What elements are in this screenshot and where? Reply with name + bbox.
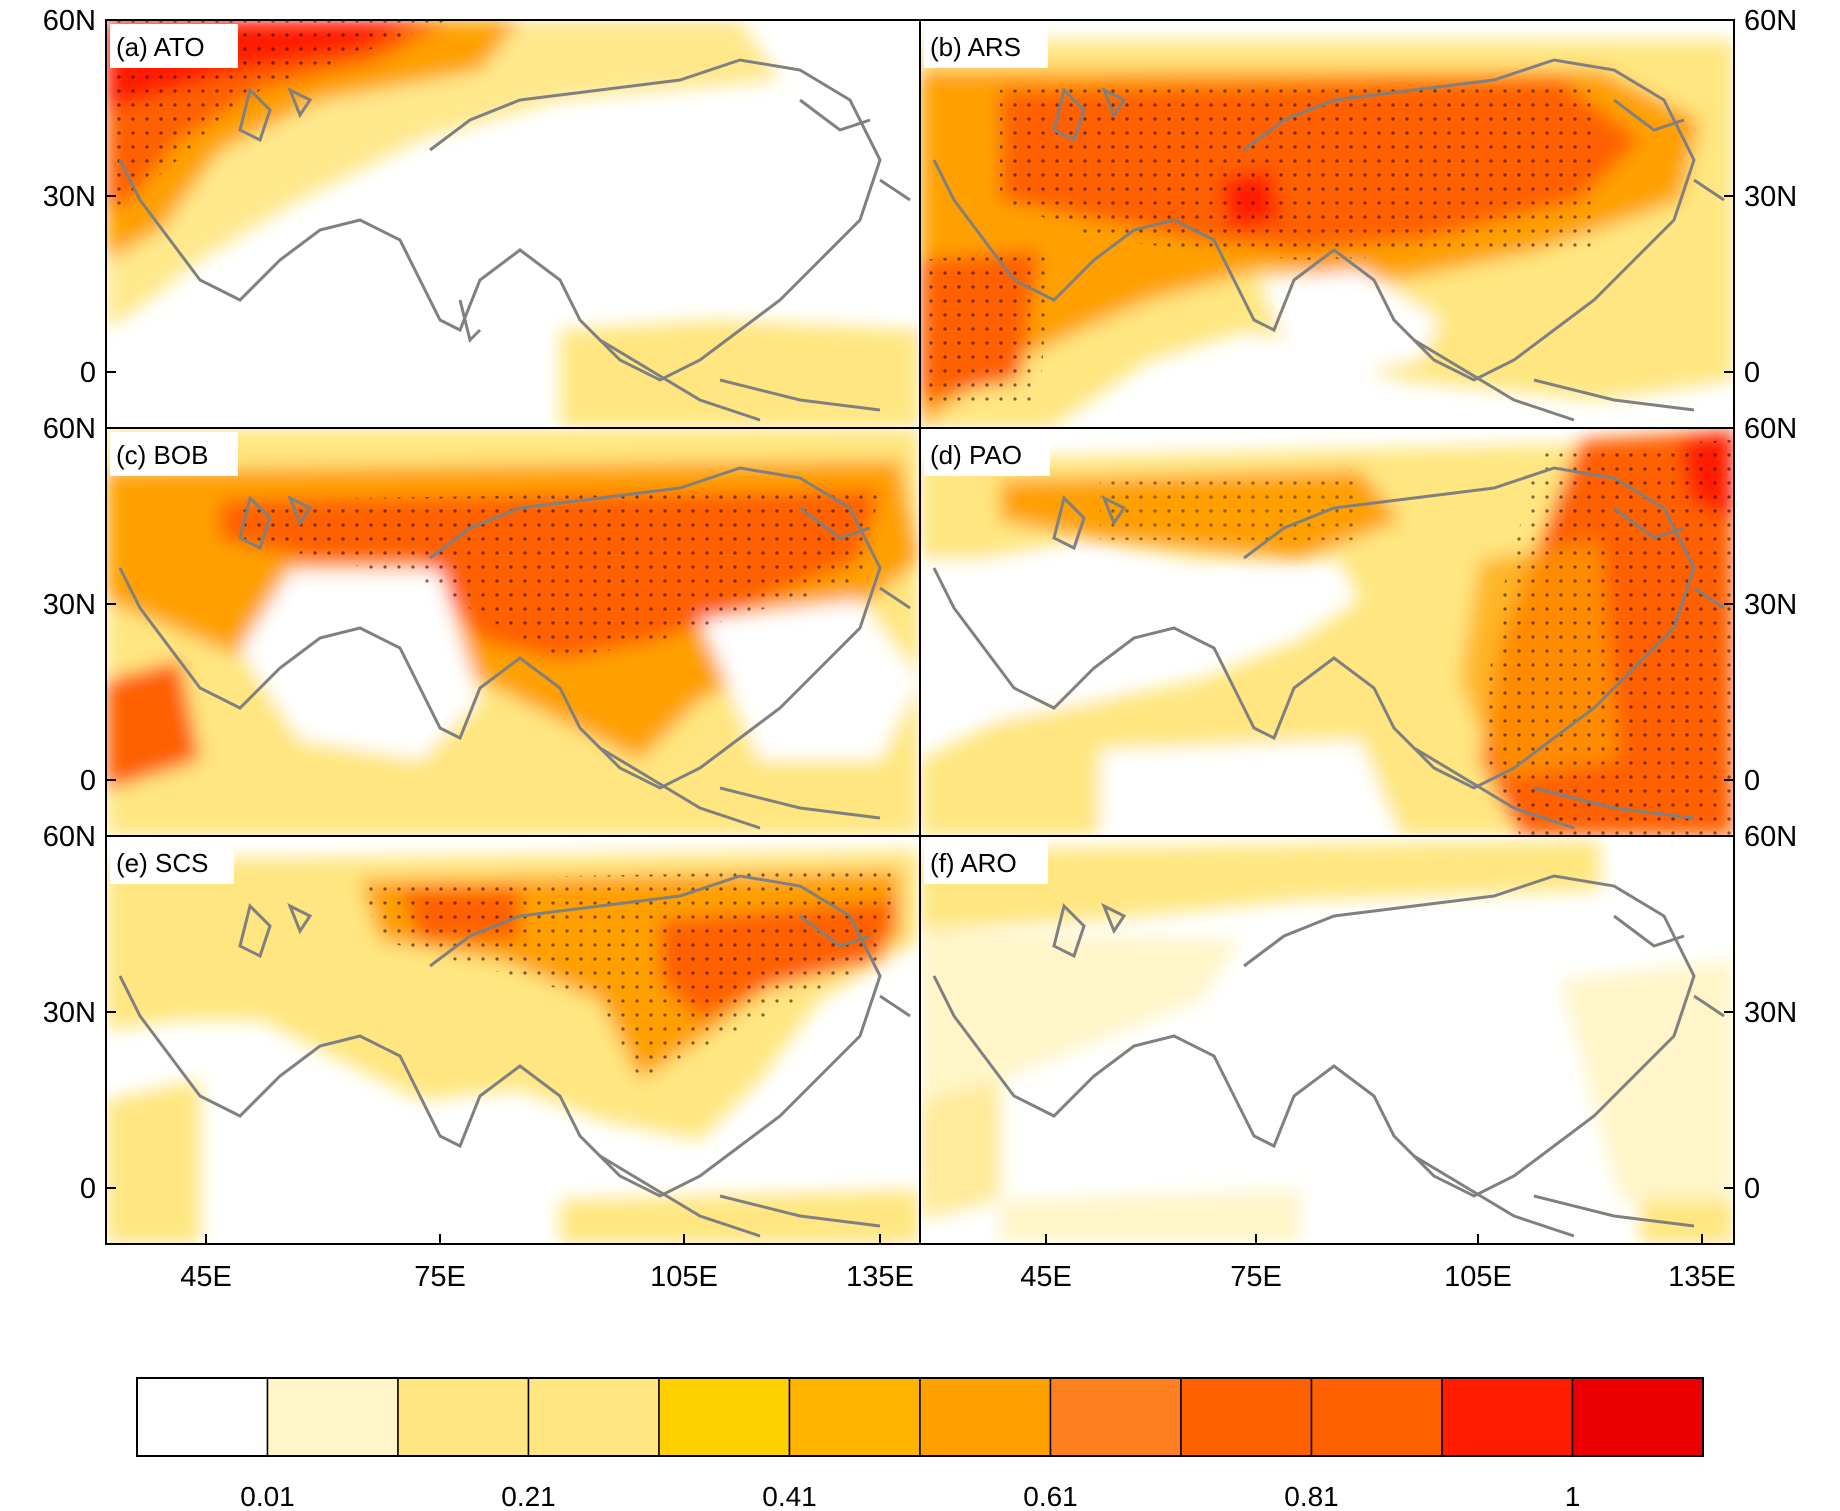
panel-label-e: (e) SCS [116,848,208,878]
lat-tick-label-right: 0 [1744,357,1760,389]
coastline-c [118,466,911,830]
colorbar-swatch [1049,1377,1182,1457]
lon-tick-label: 75E [1230,1261,1282,1293]
coastline-d [932,466,1725,830]
panel-d: (d) PAO [919,427,1735,837]
coastline-b [932,58,1725,422]
coastline-e [118,874,911,1238]
colorbar-swatch [266,1377,399,1457]
colorbar-label: 0.61 [1023,1481,1078,1511]
lat-tick-label-right: 60N [1744,5,1797,37]
panel-label-d: (d) PAO [930,440,1022,470]
lat-tick-label-right: 0 [1744,1173,1760,1205]
colorbar-swatch [397,1377,530,1457]
lat-tick-label-left: 0 [80,357,96,389]
lon-tick-label: 45E [180,1261,232,1293]
lon-tick-label: 105E [1444,1261,1512,1293]
panel-label-a: (a) ATO [116,32,205,62]
colorbar: 0.01 0.21 0.41 0.61 0.81 1 [136,1377,1704,1511]
coastline-f [932,874,1725,1238]
panel-a: (a) ATO [105,19,921,429]
colorbar-swatch [919,1377,1052,1457]
lat-tick-label-right: 60N [1744,413,1797,445]
colorbar-label: 0.21 [501,1481,556,1511]
lon-tick-label: 105E [650,1261,718,1293]
colorbar-swatch [527,1377,660,1457]
lat-tick-label-left: 30N [43,997,96,1029]
lon-tick-label: 45E [1020,1261,1072,1293]
panel-f: (f) ARO [919,835,1735,1245]
lat-tick-label-left: 30N [43,181,96,213]
colorbar-swatch [1441,1377,1574,1457]
colorbar-label: 1 [1565,1481,1581,1511]
lon-tick-label: 135E [1668,1261,1736,1293]
lon-tick-label: 75E [414,1261,466,1293]
lat-tick-label-left: 60N [43,413,96,445]
lat-tick-label-right: 60N [1744,821,1797,853]
colorbar-swatch [658,1377,791,1457]
colorbar-swatch [1310,1377,1443,1457]
lat-tick-label-right: 0 [1744,765,1760,797]
panel-label-c: (c) BOB [116,440,208,470]
lat-tick-label-left: 60N [43,821,96,853]
colorbar-label: 0.81 [1284,1481,1339,1511]
lat-tick-label-right: 30N [1744,997,1797,1029]
lat-tick-label-left: 0 [80,765,96,797]
lat-tick-label-right: 30N [1744,589,1797,621]
lat-tick-label-right: 30N [1744,181,1797,213]
panel-label-b: (b) ARS [930,32,1021,62]
panel-c: (c) BOB [105,427,921,837]
lon-tick-label: 135E [846,1261,914,1293]
colorbar-swatch [136,1377,269,1457]
lat-tick-label-left: 30N [43,589,96,621]
coastline-a [118,58,911,422]
axis-ticks [106,19,1734,1244]
colorbar-swatch [1180,1377,1313,1457]
colorbar-label: 0.41 [762,1481,817,1511]
lat-tick-label-left: 0 [80,1173,96,1205]
colorbar-swatch [788,1377,921,1457]
lat-tick-label-left: 60N [43,5,96,37]
panel-label-f: (f) ARO [930,848,1017,878]
panel-e: (e) SCS [105,835,921,1245]
axis-tick-labels: 60N 60N 30N 30N 0 0 60N 60N 30N 30N 0 0 60N 60N 30N 30N… [43,5,1797,1293]
panel-b: (b) ARS [919,19,1735,429]
colorbar-label: 0.01 [240,1481,295,1511]
colorbar-swatch [1571,1377,1704,1457]
